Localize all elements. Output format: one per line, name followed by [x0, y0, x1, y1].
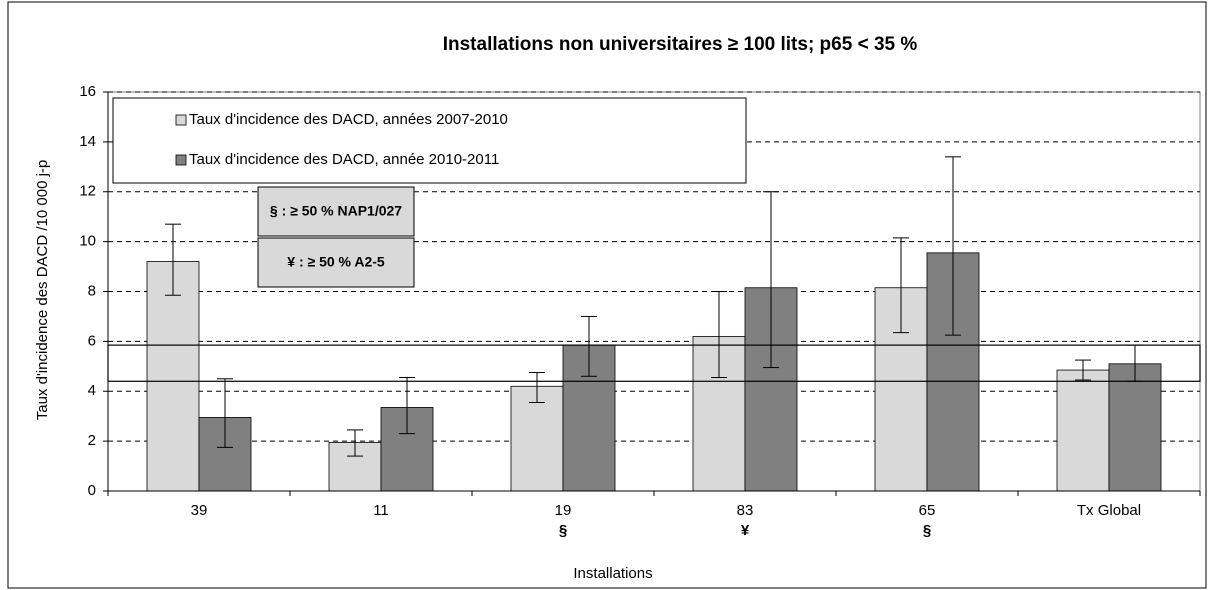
- y-tick-label: 12: [79, 183, 96, 200]
- y-tick-label: 0: [88, 482, 96, 499]
- legend-label: Taux d'incidence des DACD, année 2010-20…: [189, 151, 499, 168]
- y-tick-label: 14: [79, 133, 96, 150]
- chart-title: Installations non universitaires ≥ 100 l…: [443, 34, 918, 55]
- legend-label: Taux d'incidence des DACD, années 2007-2…: [189, 111, 508, 128]
- y-axis-label: Taux d'incidence des DACD /10 000 j-p: [34, 160, 51, 421]
- y-tick-label: 16: [79, 83, 96, 100]
- x-tick-label: 39: [191, 502, 208, 519]
- legend: [112, 97, 747, 184]
- reference-band: [107, 344, 1201, 382]
- category-note: §: [559, 522, 567, 539]
- bar: [1056, 369, 1110, 492]
- annotation: § : ≥ 50 % NAP1/027: [270, 203, 402, 219]
- x-tick-label: 11: [373, 502, 389, 519]
- category-note: §: [923, 522, 931, 539]
- x-tick-label: 19: [555, 502, 572, 519]
- annotation-box: [257, 186, 415, 237]
- y-tick-label: 2: [88, 432, 96, 449]
- x-tick-label: 83: [737, 502, 754, 519]
- category-note: ¥: [741, 522, 750, 539]
- legend-swatch: [175, 154, 187, 166]
- bar: [146, 261, 200, 492]
- y-tick-label: 4: [88, 382, 96, 399]
- annotation: ¥ : ≥ 50 % A2-5: [287, 254, 385, 270]
- annotation-box: [257, 237, 415, 288]
- y-tick-label: 10: [79, 233, 96, 250]
- y-tick-label: 8: [88, 282, 96, 299]
- x-tick-label: 65: [919, 502, 936, 519]
- x-tick-label: Tx Global: [1077, 502, 1141, 519]
- x-axis-label: Installations: [573, 565, 652, 582]
- bar: [1108, 363, 1162, 492]
- bar: [510, 385, 564, 492]
- legend-swatch: [175, 114, 187, 126]
- y-tick-label: 6: [88, 332, 96, 349]
